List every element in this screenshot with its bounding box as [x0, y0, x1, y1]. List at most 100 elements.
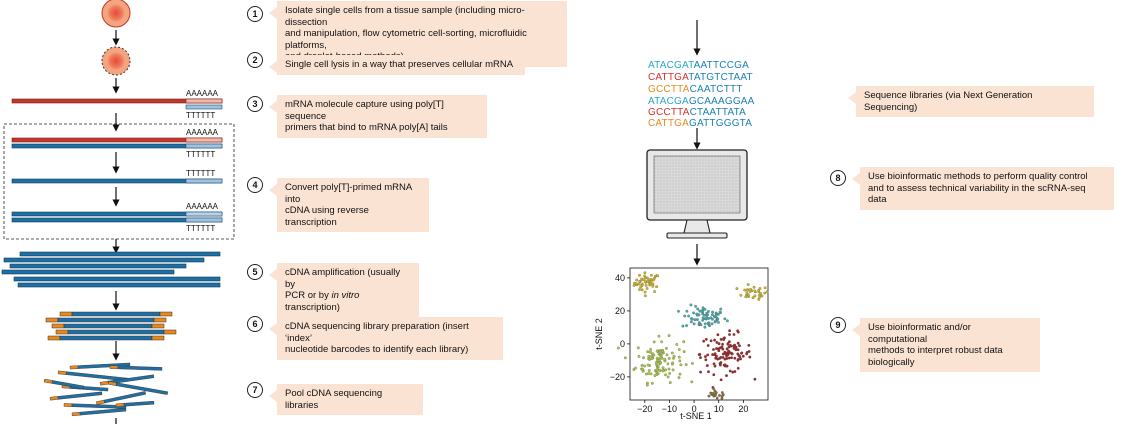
tsne-point — [719, 338, 723, 341]
tsne-point — [655, 285, 658, 289]
seq-body: AATTCCGA — [693, 60, 749, 71]
index-barcode — [59, 311, 73, 317]
tsne-point — [659, 349, 662, 352]
tsne-point — [623, 356, 627, 360]
tsne-point — [640, 277, 643, 281]
tsne-point — [712, 373, 716, 377]
tsne-point — [706, 353, 710, 357]
x-tick-label: −20 — [637, 404, 652, 414]
tsne-point — [646, 363, 650, 367]
sequence-read: GCCTTACAATCTTT — [648, 84, 743, 96]
tsne-point — [712, 387, 715, 391]
tsne-point — [677, 348, 681, 351]
tsne-point — [641, 367, 644, 371]
seq-barcode: ATACGA — [648, 96, 689, 107]
tsne-point — [655, 349, 659, 353]
step-number-6: 6 — [247, 316, 263, 332]
tsne-point — [753, 289, 757, 293]
cdna-fragment — [117, 365, 163, 371]
tsne-point — [699, 356, 702, 360]
index-barcode — [115, 403, 125, 408]
cdna-fragment — [115, 382, 169, 395]
pooled-fragment — [95, 391, 147, 405]
tsne-point — [649, 350, 652, 354]
tsne-point — [643, 274, 646, 278]
tsne-point — [731, 370, 735, 374]
tsne-point — [668, 372, 672, 375]
tsne-point — [656, 274, 660, 278]
tsne-point — [707, 394, 711, 398]
tsne-point — [694, 304, 697, 308]
tsne-point — [668, 381, 672, 385]
tsne-point — [707, 370, 710, 374]
tsne-point — [721, 342, 724, 346]
tsne-plot: −20 −10 0 10 20 40 20 0 −20 t-SNE 1 t-SNE 2 — [594, 267, 769, 421]
sequencing-label: Sequence libraries (via Next Generation … — [848, 86, 1094, 117]
tsne-point — [679, 363, 683, 367]
tsne-point — [753, 377, 757, 381]
tsne-point — [687, 314, 690, 318]
tsne-point — [723, 317, 727, 321]
mrna-capture: AAAAAA TTTTTT — [11, 89, 223, 120]
tsne-point — [655, 368, 659, 372]
tsne-point — [663, 357, 667, 361]
tsne-point — [702, 339, 706, 343]
tsne-point — [665, 353, 669, 357]
tsne-point — [671, 368, 675, 372]
tsne-point — [727, 356, 731, 360]
seq-body: CTAATTATA — [689, 107, 747, 118]
tsne-point — [652, 340, 656, 344]
pooled-fragment — [99, 374, 155, 386]
index-barcode — [63, 403, 73, 407]
cdna-fragment — [67, 329, 165, 335]
tsne-point — [696, 313, 699, 317]
tsne-point — [713, 389, 717, 393]
cdna-fragment — [79, 407, 127, 416]
cdna-fragment — [71, 311, 161, 317]
tsne-point — [721, 356, 725, 359]
sequence-read: GCCTTACTAATTATA — [648, 107, 746, 119]
tsne-point — [659, 361, 662, 364]
tsne-point — [714, 393, 717, 397]
x-tick-label: −10 — [662, 404, 677, 414]
tsne-point — [728, 329, 731, 333]
tsne-point — [723, 357, 727, 361]
tsne-point — [733, 356, 737, 360]
index-barcode — [71, 411, 81, 417]
amplified-cdna — [1, 251, 221, 288]
sequence-read: ATACGATAATTCCGA — [648, 60, 749, 72]
tsne-point — [765, 290, 769, 294]
index-barcode — [47, 335, 61, 341]
y-tick-label: 40 — [615, 273, 625, 283]
tsne-point — [667, 334, 671, 338]
lysed-cell — [101, 46, 131, 76]
tsne-point — [700, 310, 703, 313]
tsne-point — [727, 345, 731, 349]
index-barcode — [159, 311, 173, 317]
tsne-point — [744, 295, 748, 299]
tsne-point — [747, 343, 751, 347]
seq-body: GATTGGGTA — [689, 118, 753, 129]
tsne-point — [715, 396, 719, 400]
tsne-point — [677, 355, 681, 359]
tsne-point — [649, 348, 652, 351]
tsne-point — [728, 369, 732, 373]
tsne-point — [655, 356, 659, 360]
tsne-point — [720, 396, 724, 400]
tsne-point — [645, 276, 649, 280]
tsne-point — [639, 285, 643, 289]
tsne-point — [685, 324, 688, 328]
tsne-point — [684, 363, 688, 367]
tsne-point — [651, 282, 655, 286]
cdna-fragment — [123, 400, 155, 407]
tsne-point — [719, 378, 723, 382]
tsne-point — [703, 325, 707, 329]
step-number-2: 2 — [247, 52, 263, 68]
tsne-point — [717, 342, 721, 346]
tsne-point — [651, 352, 654, 356]
tsne-point — [719, 307, 723, 311]
seq-barcode: GCCTTA — [648, 107, 690, 118]
tsne-point — [697, 353, 701, 357]
tsne-point — [711, 313, 714, 317]
